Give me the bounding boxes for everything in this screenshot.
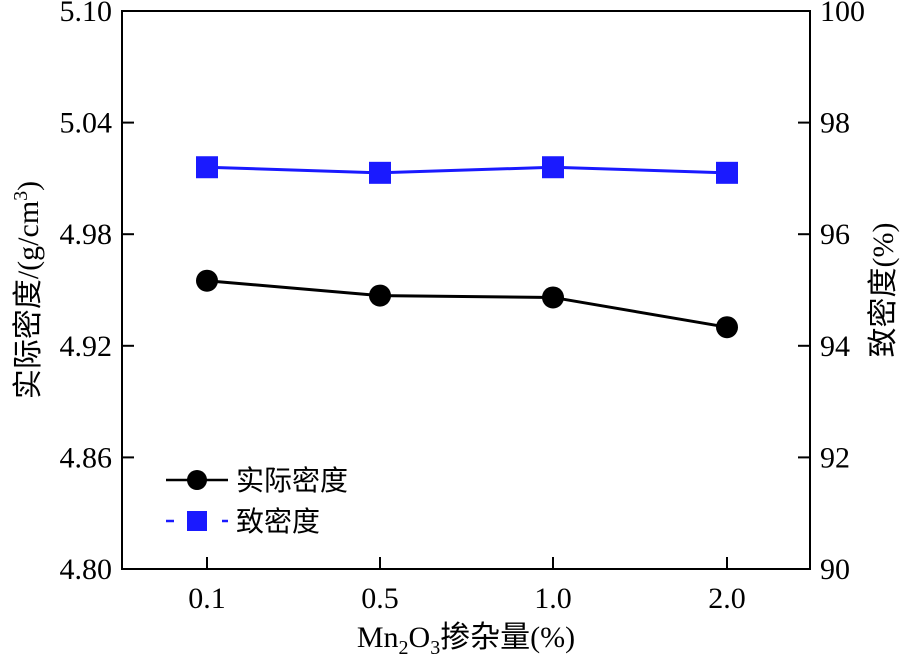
x-axis-ticks: 0.1 0.5 1.0 2.0 xyxy=(188,557,746,615)
x-tick-label: 0.1 xyxy=(188,582,226,615)
data-point-circle xyxy=(542,286,564,309)
left-tick-label: 4.80 xyxy=(60,553,113,586)
legend-label-actual-density: 实际密度 xyxy=(236,465,348,497)
left-tick-label: 5.10 xyxy=(60,0,113,28)
legend-marker-relative-density xyxy=(187,511,207,531)
data-point-circle xyxy=(196,269,218,292)
x-tick-label: 0.5 xyxy=(361,582,399,615)
x-tick-label: 1.0 xyxy=(534,582,572,615)
left-tick-label: 4.92 xyxy=(60,330,113,363)
right-tick-label: 92 xyxy=(820,441,850,474)
right-axis-ticks: 90 92 94 96 98 100 xyxy=(798,0,865,586)
data-point-circle xyxy=(716,316,738,339)
legend-marker-actual-density xyxy=(187,470,207,490)
legend-label-relative-density: 致密度 xyxy=(236,506,320,538)
right-tick-label: 98 xyxy=(820,107,850,140)
data-point-square xyxy=(196,156,218,179)
left-y-axis-label: 实际密度/(g/cm3) xyxy=(10,181,45,399)
data-point-square xyxy=(369,161,391,184)
left-tick-label: 5.04 xyxy=(60,107,113,140)
left-axis-ticks: 4.80 4.86 4.92 4.98 5.04 5.10 xyxy=(60,0,134,586)
plot-frame xyxy=(121,10,811,570)
left-tick-label: 4.98 xyxy=(60,218,113,251)
x-axis-label: Mn2O3掺杂量(%) xyxy=(357,621,575,659)
x-tick-label: 2.0 xyxy=(708,582,746,615)
series-line-1 xyxy=(206,165,728,175)
right-tick-label: 94 xyxy=(820,330,850,363)
right-tick-label: 90 xyxy=(820,553,850,586)
series-line-0 xyxy=(206,279,728,329)
right-y-axis-label: 致密度(%) xyxy=(867,223,900,358)
data-point-square xyxy=(716,161,738,184)
data-point-square xyxy=(542,156,564,179)
legend: 实际密度 致密度 xyxy=(166,465,348,538)
data-point-circle xyxy=(369,284,391,307)
right-tick-label: 96 xyxy=(820,218,850,251)
series-layer xyxy=(196,156,738,339)
left-tick-label: 4.86 xyxy=(60,441,113,474)
right-tick-label: 100 xyxy=(820,0,865,28)
